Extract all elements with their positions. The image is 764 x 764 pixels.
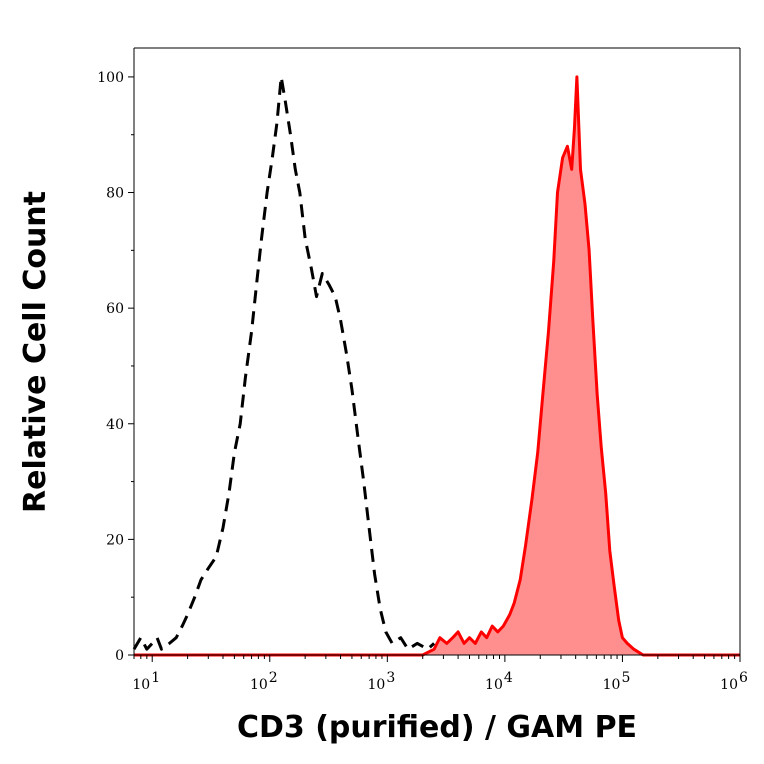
axes: [128, 47, 741, 662]
x-tick-label-5: 10: [603, 677, 621, 693]
y-tick-label-60: 60: [106, 301, 124, 317]
x-tick-label-3: 10: [367, 677, 385, 693]
x-tick-label-6: 10: [720, 677, 738, 693]
series-1-line: [134, 75, 740, 657]
y-tick-label-20: 20: [106, 532, 124, 548]
x-tick-exponent-2: 2: [269, 670, 278, 686]
x-tick-exponent-6: 6: [739, 670, 748, 686]
y-tick-label-40: 40: [106, 417, 124, 433]
plot-area: [132, 75, 740, 657]
y-tick-label-100: 100: [97, 70, 124, 86]
x-tick-label-1: 10: [132, 677, 150, 693]
y-tick-label-80: 80: [106, 186, 124, 202]
x-tick-exponent-4: 4: [504, 670, 513, 686]
x-tick-exponent-3: 3: [386, 670, 395, 686]
x-tick-label-2: 10: [250, 677, 268, 693]
y-axis-title: Relative Cell Count: [18, 191, 53, 513]
x-axis-title: CD3 (purified) / GAM PE: [237, 710, 637, 745]
x-tick-exponent-1: 1: [151, 670, 160, 686]
x-tick-label-4: 10: [485, 677, 503, 693]
series-0-line: [132, 75, 436, 651]
y-tick-label-0: 0: [115, 648, 124, 664]
x-tick-exponent-5: 5: [621, 670, 630, 686]
series-1-fill: [134, 76, 740, 655]
